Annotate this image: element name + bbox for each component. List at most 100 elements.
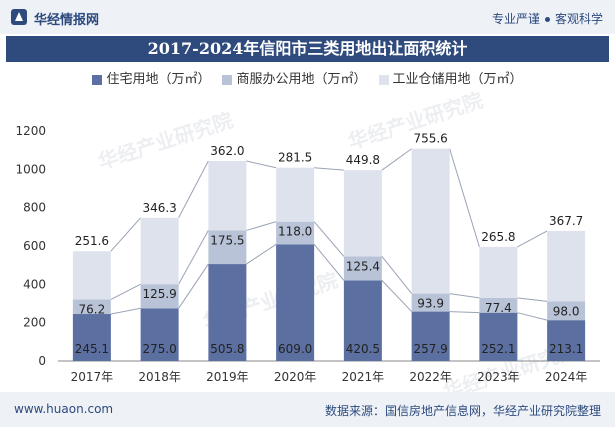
data-label: 118.0 (278, 225, 312, 239)
data-label: 505.8 (210, 342, 244, 356)
bar-segment (276, 167, 315, 222)
tagline-right: 客观科学 (554, 12, 603, 26)
legend-swatch (222, 74, 233, 85)
data-label: 93.9 (417, 297, 444, 311)
legend-label: 住宅用地（万㎡） (106, 72, 211, 87)
legend-label: 工业仓储用地（万㎡） (392, 72, 523, 87)
legend-item: 商服办公用地（万㎡） (222, 68, 367, 87)
x-tick-label: 2024年 (545, 370, 588, 384)
series-connector-line (246, 160, 277, 169)
footer-bar: www.huaon.com 数据来源：国信房地产信息网，华经产业研究院整理 (0, 392, 615, 427)
series-connector-line (246, 221, 277, 231)
x-tick-label: 2021年 (342, 370, 385, 384)
data-label: 76.2 (79, 302, 106, 316)
bar-segment (72, 251, 111, 300)
series-connector-line (313, 243, 345, 281)
series-connector-line (381, 256, 413, 294)
data-label: 420.5 (346, 342, 380, 356)
series-connector-line (314, 167, 344, 171)
y-tick-label: 800 (23, 201, 46, 215)
chart-title: 2017-2024年信阳市三类用地出让面积统计 (147, 39, 468, 58)
header-bar: 华经情报网 专业严谨 客观科学 (0, 0, 615, 34)
data-label: 609.0 (278, 342, 312, 356)
stacked-bar-chart: 0 200 400 600 800 1000 1200 245.1 275.0 505.8 609.… (15, 124, 600, 384)
data-label: 367.7 (549, 214, 583, 228)
series-connector-line (246, 243, 277, 265)
y-tick-label: 1200 (15, 124, 46, 138)
data-label: 346.3 (142, 201, 176, 215)
footer-source: 数据来源：国信房地产信息网，华经产业研究院整理 (324, 404, 601, 418)
data-label: 755.6 (413, 132, 447, 146)
x-tick-label: 2018年 (138, 370, 181, 384)
brand-name: 华经情报网 (34, 13, 100, 28)
brand-logo-icon (11, 9, 27, 25)
tagline: 专业严谨 客观科学 (492, 10, 603, 27)
series-connector-line (449, 311, 480, 314)
x-tick-label: 2017年 (71, 370, 114, 384)
y-tick-label: 600 (23, 239, 46, 253)
series-connector-line (110, 307, 141, 315)
series-connector-line (178, 263, 209, 309)
series-connector-line (449, 148, 480, 248)
chart-legend: 住宅用地（万㎡） 商服办公用地（万㎡） 工业仓储用地（万㎡） (0, 68, 615, 92)
bar-segment (343, 280, 382, 361)
data-label: 252.1 (481, 342, 515, 356)
bar-segment (140, 217, 179, 285)
data-label: 175.5 (210, 233, 244, 247)
series-connector-line (178, 160, 209, 219)
series-connector-line (517, 312, 548, 321)
data-label: 251.6 (75, 234, 109, 248)
series-connector-line (449, 293, 480, 299)
separator-dot-icon (544, 17, 550, 22)
tagline-left: 专业严谨 (491, 12, 540, 26)
y-tick-label: 400 (23, 277, 46, 291)
data-label: 213.1 (549, 342, 583, 356)
y-tick-label: 1000 (15, 162, 46, 176)
bar-segment (72, 299, 111, 315)
bar-segment (479, 297, 518, 313)
bar-segment (411, 148, 450, 294)
series-connector-line (178, 230, 209, 285)
data-label: 257.9 (413, 342, 447, 356)
data-label: 125.9 (142, 287, 176, 301)
data-label: 281.5 (278, 151, 312, 165)
bar-segment (343, 170, 382, 257)
series-connector-line (110, 217, 141, 252)
bar-segment (343, 256, 382, 281)
series-connector-line (381, 280, 412, 312)
legend-item: 住宅用地（万㎡） (92, 68, 210, 87)
legend-swatch (92, 74, 103, 85)
y-tick-label: 200 (23, 316, 46, 330)
bar-segment (208, 230, 247, 265)
bar-segment (208, 161, 247, 231)
data-label: 265.8 (481, 230, 515, 244)
x-tick-label: 2019年 (206, 370, 249, 384)
bar-segment (276, 244, 315, 361)
bar-segment (547, 230, 586, 302)
data-label: 77.4 (485, 301, 512, 315)
bar-segment (547, 320, 586, 361)
data-label: 362.0 (210, 144, 244, 158)
series-connector-line (517, 297, 548, 302)
bar-segment (72, 314, 111, 361)
legend-label: 商服办公用地（万㎡） (236, 72, 367, 87)
bar-segment (411, 293, 450, 312)
legend-swatch (378, 74, 389, 85)
bar-segment (411, 311, 450, 361)
bar-segment (547, 301, 586, 321)
series-connector-line (110, 283, 141, 300)
x-tick-label: 2022年 (409, 370, 452, 384)
bar-segment (140, 284, 179, 309)
data-label: 125.4 (346, 259, 380, 273)
series-connector-line (313, 221, 345, 257)
x-tick-label: 2020年 (274, 370, 317, 384)
data-label: 275.0 (142, 342, 176, 356)
footer-website: www.huaon.com (14, 402, 114, 416)
bar-segment (276, 221, 315, 245)
series-connector-line (381, 148, 412, 171)
data-label: 245.1 (75, 342, 109, 356)
bar-segment (479, 246, 518, 298)
data-label: 449.8 (346, 153, 380, 167)
series-connector-line (517, 230, 548, 248)
